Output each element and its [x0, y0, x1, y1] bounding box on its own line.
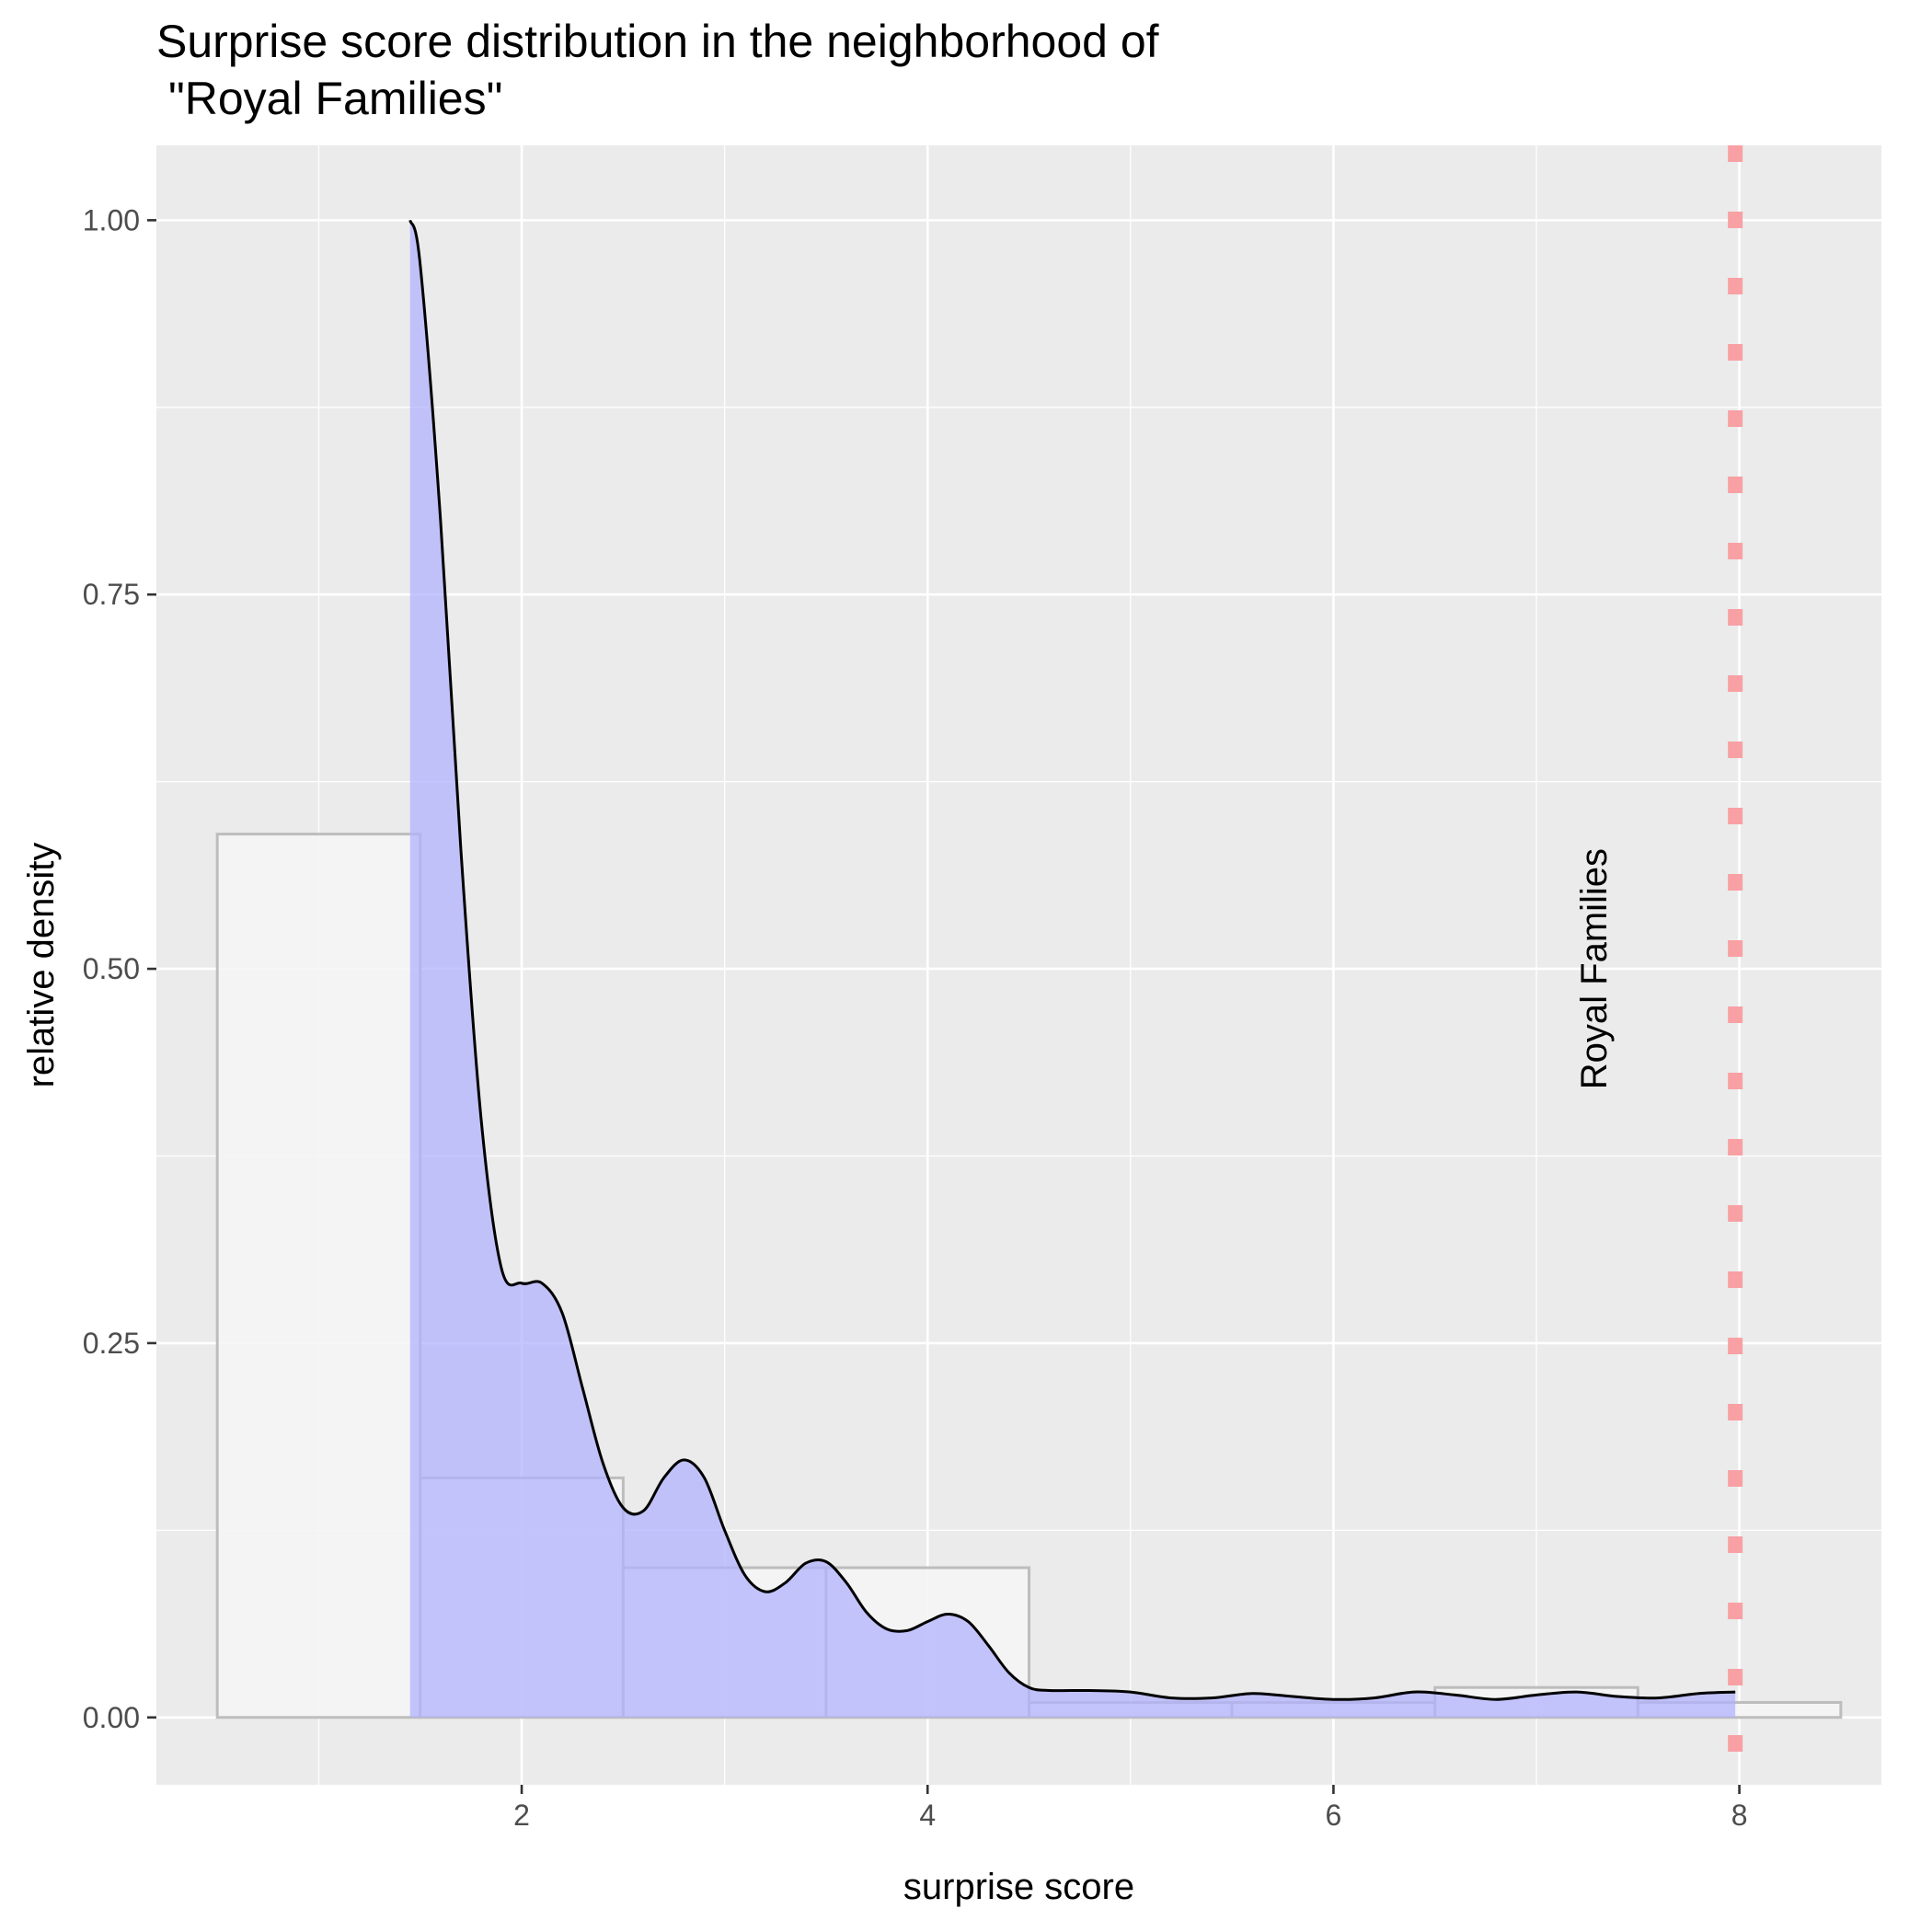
- x-tick-label-2: 6: [1326, 1799, 1342, 1832]
- density-area: [409, 220, 1736, 1718]
- density-curve: [408, 219, 1736, 1701]
- y-tick-label-1: 0.25: [83, 1327, 140, 1360]
- chart-title-line-2: "Royal Families": [168, 73, 502, 124]
- chart-title-line-1: Surprise score distribution in the neigh…: [156, 16, 1159, 67]
- y-tick-label-2: 0.50: [83, 952, 140, 985]
- reference-line-label: Royal Families: [1574, 848, 1615, 1089]
- y-axis: 0.00 0.25 0.50 0.75 1.00: [83, 203, 156, 1734]
- x-tick-label-3: 8: [1731, 1799, 1748, 1832]
- grid-minor: [156, 145, 1881, 1785]
- y-tick-label-4: 1.00: [83, 203, 140, 236]
- x-tick-label-0: 2: [513, 1799, 530, 1832]
- x-axis: 2 4 6 8: [513, 1785, 1747, 1832]
- x-axis-title: surprise score: [903, 1867, 1134, 1907]
- y-axis-title: relative density: [21, 843, 62, 1088]
- y-tick-label-0: 0.00: [83, 1701, 140, 1734]
- y-tick-label-3: 0.75: [83, 578, 140, 611]
- histogram-bar-0: [215, 833, 422, 1719]
- x-tick-label-1: 4: [919, 1799, 936, 1832]
